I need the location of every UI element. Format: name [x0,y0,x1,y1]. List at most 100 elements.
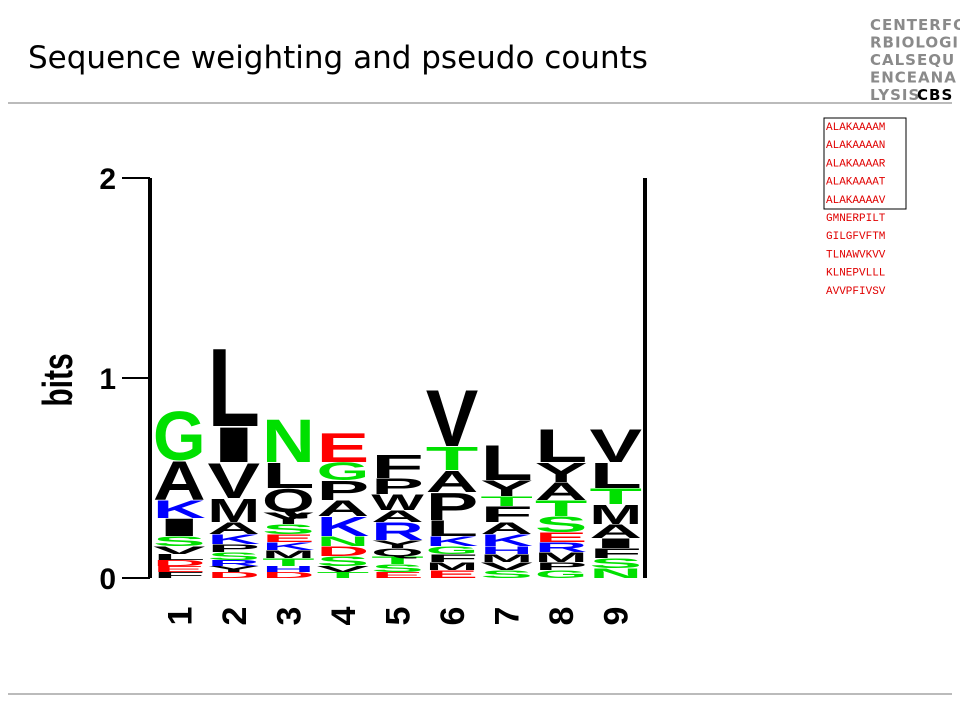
logo-letter: E [426,568,479,580]
logo-letter: I [153,514,206,542]
sequence: ALAKAAAAM [826,122,885,134]
logo-letter: M [426,560,479,572]
logo-letter: S [317,554,370,570]
logo-letter: K [262,540,315,552]
logo-letter: F [153,571,206,580]
x-tick-label: 2 [216,607,254,626]
logo-letter: L [262,455,315,495]
logo-letter: Q [371,546,424,558]
logo-letter: E [535,530,588,546]
logo-letter: N [317,534,370,550]
logo-letter: W [371,490,424,515]
logo-letter: Y [262,509,315,528]
logo-letter: F [426,552,479,564]
logo-letter: E [317,425,370,471]
x-tick-label: 4 [325,606,363,625]
logo-letter: V [589,419,642,472]
logo-line: LYSIS [870,86,920,104]
logo-letter: S [371,562,424,574]
logo-letter: N [589,566,642,582]
x-tick-label: 8 [543,607,581,626]
logo-letter: I [208,416,261,472]
logo-letter: D [262,571,315,580]
logo-letter: F [480,502,533,527]
logo-letter: E [262,532,315,544]
logo-line: RBIOLOGI [870,34,959,52]
x-tick-label: 6 [434,607,472,626]
slide-title: Sequence weighting and pseudo counts [28,40,648,76]
logo-line: ENCEANA [870,69,957,87]
logo-letter: A [153,451,206,513]
logo-letter: P [317,475,370,506]
logo-letter: L [153,553,206,562]
logo-letter: A [480,519,533,538]
logo-letter: Y [208,565,261,574]
sequences: ALAKAAAAM ALAKAAAAN ALAKAAAAR ALAKAAAAT ALAK… [823,117,907,298]
logo-letter: Y [371,538,424,550]
logo-letter: E [371,571,424,580]
logo-letter: Y [535,457,588,488]
y-axis-label: bits [34,353,81,406]
logo-letter: V [208,452,261,508]
logo-letter: D [317,544,370,560]
logo-letter: T [317,571,370,580]
y-tick-label: 1 [99,363,116,396]
sequence: ALAKAAAAV [826,195,886,207]
logo-letter: F [371,448,424,485]
y-tick-label: 2 [99,163,116,196]
logo-letter: N [262,407,315,476]
logo-letter: G [535,568,588,580]
logo-letter: Y [480,476,533,501]
x-tick-label: 5 [380,607,418,626]
sequence: AVVPFIVSV [826,286,886,298]
logo-letter: V [317,565,370,574]
x-tick-label: 3 [270,607,308,626]
logo-letter: T [589,484,642,509]
logo-letter: M [208,492,261,529]
y-tick-label: 0 [99,563,116,596]
sequence: ALAKAAAAT [826,177,886,189]
logo-letter: K [426,534,479,550]
logo-letter: K [153,496,206,524]
logo-letter: S [208,550,261,562]
logo-mark: CBS [917,86,953,104]
logo-letter: K [208,532,261,548]
logo-letter: H [480,544,533,556]
x-tick-label: 7 [489,607,527,626]
logo-letter: G [317,458,370,486]
logo-letter: V [426,374,479,464]
logo-line: CALSEQU [870,51,955,69]
highlight-box [823,117,907,210]
x-tick-label: 9 [598,607,636,626]
logo-letter: T [371,554,424,566]
sequence: ALAKAAAAN [826,140,885,152]
logo-letter: A [535,478,588,506]
logo-letter: A [371,507,424,526]
logo-letter: D [208,571,261,580]
sequence: TLNAWVKVV [826,249,886,261]
logo-letter: P [208,542,261,554]
logo-letter: D [153,559,206,568]
logo-letter: P [371,474,424,499]
logo-letter: Q [262,482,315,519]
sequence: ALAKAAAAR [826,158,886,170]
logo-letter: G [153,398,206,475]
logo-letter: S [535,512,588,537]
logo-letter: I [589,536,642,552]
sequence-logo: 012bits1FEDLVSIKAG2DYRSPKAMVIL3DHTMKESYQ… [34,163,647,626]
logo-line: CENTERFO [870,16,960,34]
logo-letter: K [317,511,370,542]
logo-letter: T [480,494,533,510]
logo-letter: M [589,499,642,530]
logo-letter: M [480,552,533,564]
logo-letter: L [426,516,479,541]
logo-letter: P [426,485,479,529]
logo-letter: L [208,326,261,450]
x-tick-label: 1 [161,607,199,626]
sequence: GILGFVFTM [826,231,885,243]
logo-letter: L [589,455,642,495]
logo-letter: R [371,518,424,546]
logo-letter: T [535,496,588,521]
